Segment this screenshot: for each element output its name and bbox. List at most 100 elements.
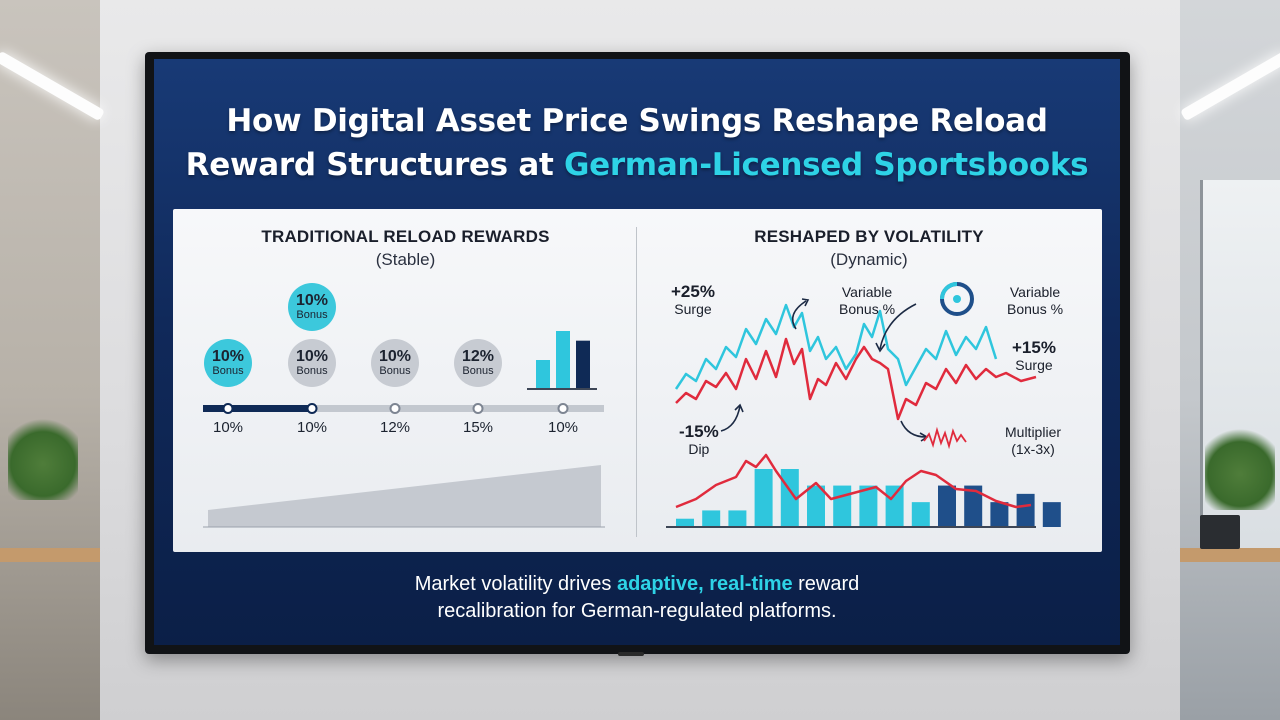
timeline-node [472,403,484,414]
arrow-icon [791,300,807,330]
volatility-bar [885,485,904,527]
annotation-text: Surge [1015,357,1053,373]
footer-highlight: adaptive, real-time [616,573,793,595]
timeline-label: 12% [379,419,411,436]
desk [1180,548,1280,562]
bonus-bubble: 12% Bonus [454,339,502,387]
annotation-text: Bonus % [839,301,896,317]
volatility-bar [728,510,747,527]
annotation-value: Variable [841,284,893,300]
tv-screen: How Digital Asset Price Swings Reshape R… [154,59,1120,645]
annotation-surge-right: +15% Surge [1012,338,1056,374]
annotation-text: Surge [674,301,712,317]
volatility-bar [911,502,930,527]
tv-power-led [618,652,644,656]
volatility-bar [938,485,956,527]
gauge-icon [940,282,974,316]
timeline-node [222,403,234,414]
mini-bar-chart [536,331,590,389]
timeline-track [203,405,604,412]
mini-bar [576,340,590,389]
bubble-percent: 10% [295,347,329,365]
arrow-icon [900,420,927,438]
arrowhead-icon [875,342,886,353]
bubble-label: Bonus [462,364,494,377]
bubble-percent: 10% [378,347,412,365]
panel-divider [636,227,637,537]
plant [1205,420,1275,510]
volatility-chart [666,282,1061,528]
bubble-percent: 10% [211,347,245,365]
timeline-node [306,403,318,414]
right-panel-header: RESHAPED BY VOLATILITY (Dynamic) [673,227,1065,270]
left-panel-heading: TRADITIONAL RELOAD REWARDS [261,227,550,246]
volatility-bar [859,485,878,527]
annotation-value: +25% [671,282,715,301]
annotation-value: +15% [1012,338,1056,357]
plant [8,410,78,500]
annotation-variable-2: Variable Bonus % [1007,283,1063,317]
volatility-squiggle-icon [923,426,967,450]
annotation-text: Dip [688,441,710,457]
title-highlight: German-Licensed Sportsbooks [563,147,1089,183]
volatility-bar [1016,493,1035,527]
volatility-bar [754,469,773,527]
bonus-bubble: 10% Bonus [288,339,336,387]
right-panel-subheading: (Dynamic) [830,250,908,269]
price-line-red [675,337,1037,421]
timeline-label: 15% [462,419,494,436]
volatility-bar [1042,502,1061,527]
bubble-label: Bonus [296,364,328,377]
arrowhead-icon [734,403,744,413]
timeline-node [557,403,569,414]
arrow-icon [720,405,741,432]
bubble-label: Bonus [212,364,244,377]
left-panel-graphics [203,331,605,528]
bonus-bubble: 10% Bonus [288,283,336,331]
bubble-percent: 12% [461,347,495,365]
arrow-icon [879,303,917,350]
volatility-bar [702,510,721,527]
footer-line1: Market volatility drives adaptive, real-… [154,573,1120,596]
infographic-title-line2: Reward Structures at German-Licensed Spo… [154,147,1120,183]
infographic-panel: TRADITIONAL RELOAD REWARDS (Stable) 10% B… [173,209,1102,552]
mini-bar [556,331,570,389]
timeline-label: 10% [212,419,244,436]
annotation-text: (1x-3x) [1011,441,1055,457]
room-left-background [0,0,100,720]
timeline-label: 10% [296,419,328,436]
bubble-label: Bonus [296,308,328,321]
volatility-bar [833,485,852,527]
annotation-value: Multiplier [1005,424,1062,440]
timeline-label: 10% [547,419,579,436]
annotation-multiplier: Multiplier (1x-3x) [1005,423,1061,457]
mini-bar [536,360,550,389]
annotation-value: -15% [679,422,719,441]
left-panel-header: TRADITIONAL RELOAD REWARDS (Stable) [213,227,598,270]
footer-line2: recalibration for German-regulated platf… [437,600,837,622]
volatility-bar [990,502,1009,527]
stable-area-shape [208,465,601,527]
annotation-variable-1: Variable Bonus % [839,283,895,317]
laptop [1200,515,1240,549]
volatility-bar [676,518,694,527]
annotation-text: Bonus % [1007,301,1064,317]
timeline-node [389,403,401,414]
left-panel-subheading: (Stable) [375,250,436,269]
timeline-progress [203,405,311,412]
infographic-title-line1: How Digital Asset Price Swings Reshape R… [226,103,1048,139]
footer-suffix: reward [792,573,860,595]
bonus-bubble: 10% Bonus [371,339,419,387]
desk [0,548,100,562]
arrowhead-icon [801,298,810,307]
volatility-bars [676,469,1061,527]
volatility-bar [964,485,983,527]
bubble-label: Bonus [379,364,411,377]
footer-prefix: Market volatility drives [414,573,617,595]
price-line-cyan [674,303,998,390]
bubble-percent: 10% [295,291,329,309]
title-prefix: Reward Structures at [185,147,564,183]
annotation-value: Variable [1009,284,1061,300]
annotation-surge-left: +25% Surge [671,282,715,318]
bonus-trend-line [675,453,1032,509]
